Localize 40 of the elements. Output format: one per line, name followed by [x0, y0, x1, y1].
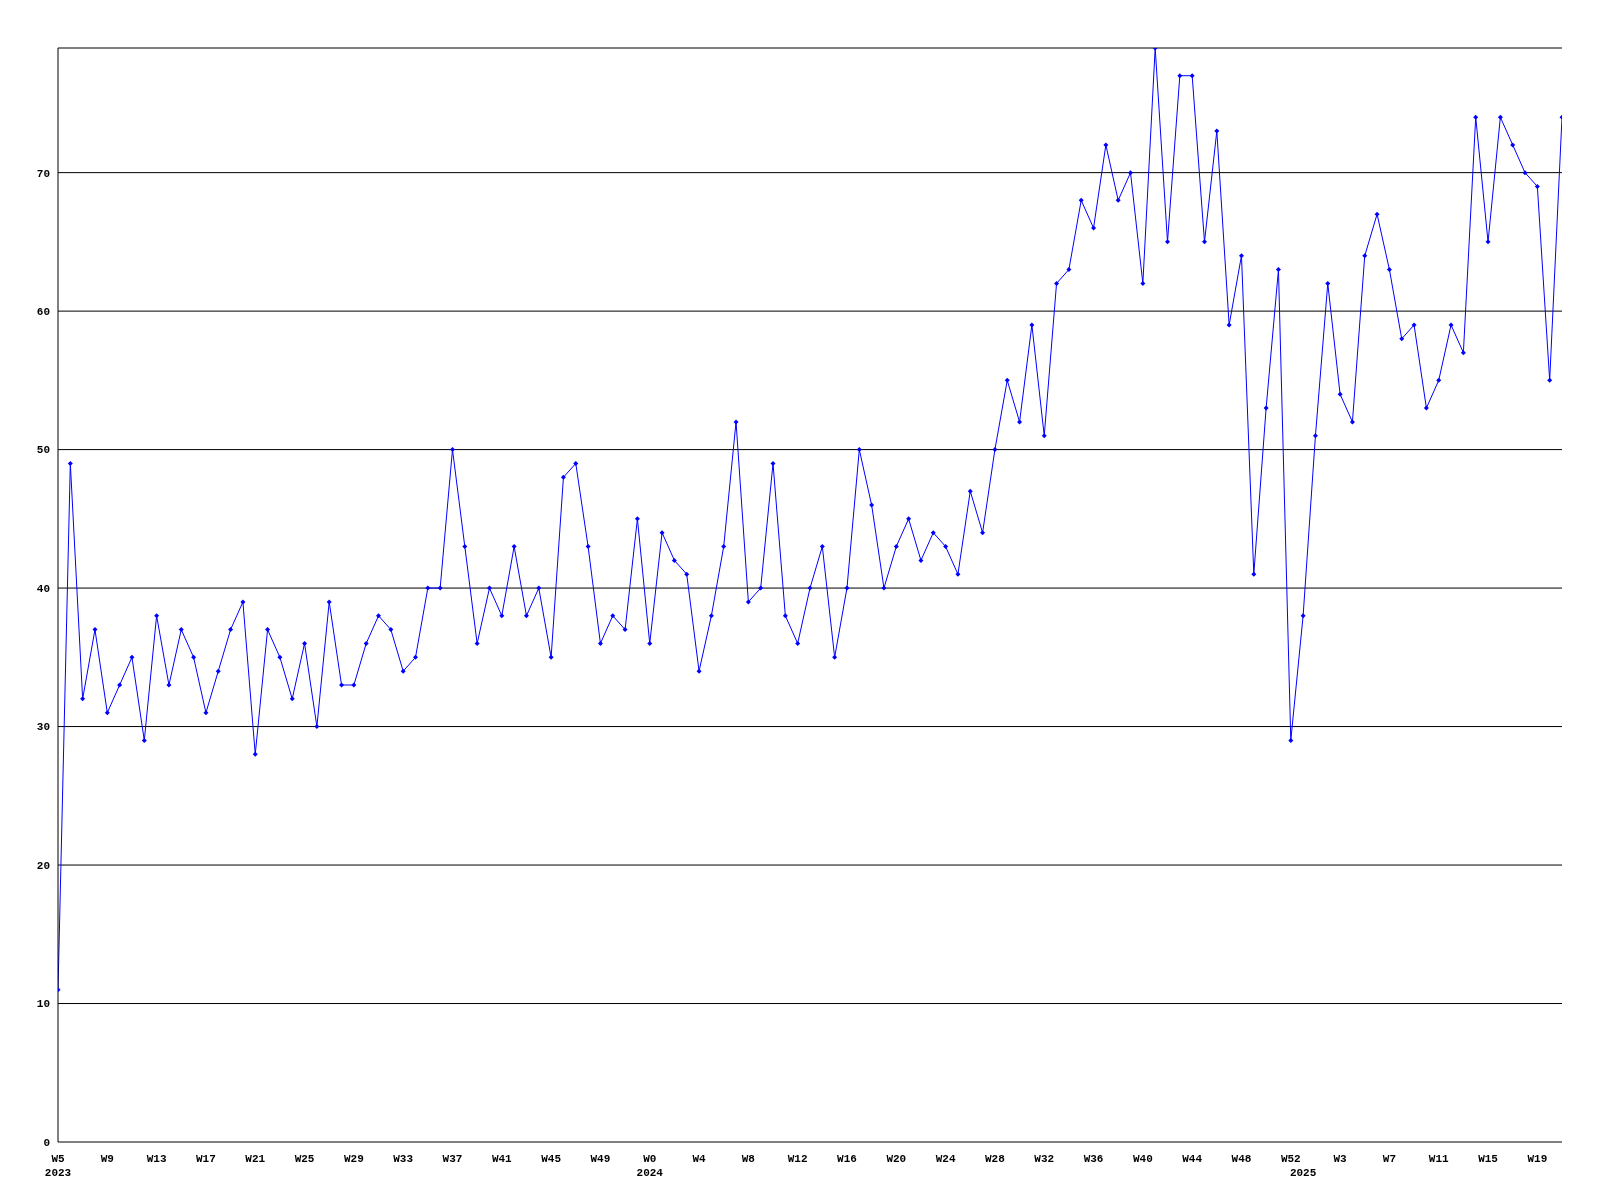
y-tick-label: 10 [36, 998, 50, 1011]
x-tick-label: W9 [100, 1153, 114, 1165]
x-tick-label: W0 2024 [636, 1153, 664, 1179]
x-tick-label: W33 [393, 1153, 414, 1165]
y-tick-label: 50 [36, 444, 50, 457]
x-tick-label: W16 [837, 1153, 857, 1165]
x-tick-label: W40 [1132, 1153, 1153, 1165]
y-tick-label: 30 [36, 721, 50, 734]
x-tick-label: W20 [886, 1153, 907, 1165]
x-tick-label: W36 [1083, 1153, 1104, 1165]
x-tick-label: W29 [343, 1153, 364, 1165]
y-tick-label: 60 [36, 306, 50, 319]
x-tick-label: W45 [541, 1153, 562, 1165]
x-tick-label: W11 [1428, 1153, 1450, 1165]
x-tick-label: W37 [442, 1153, 463, 1165]
x-tick-label: W13 [146, 1153, 167, 1165]
x-tick-label: W21 [245, 1153, 266, 1165]
x-tick-label: W44 [1182, 1153, 1203, 1165]
x-tick-label: W7 [1382, 1153, 1397, 1165]
x-tick-label: W12 [787, 1153, 808, 1165]
x-tick-label: W49 [590, 1153, 611, 1165]
x-tick-label: W5 2023 [44, 1153, 72, 1179]
y-tick-label: 0 [43, 1136, 50, 1149]
x-tick-label: W52 [1280, 1153, 1301, 1165]
x-tick-label: W28 [985, 1153, 1006, 1165]
y-tick-label: 20 [36, 859, 50, 872]
x-tick-label: W48 [1231, 1153, 1252, 1165]
x-tick-label: W19 [1527, 1153, 1548, 1165]
y-tick-label: 70 [36, 167, 50, 180]
x-tick-label: W25 [294, 1153, 315, 1165]
x-tick-label: W8 [741, 1153, 756, 1165]
x-tick-label: W41 [491, 1153, 513, 1165]
y-tick-label: 40 [36, 582, 50, 595]
x-tick-label: W17 [196, 1153, 216, 1165]
x-tick-label: W4 [692, 1153, 707, 1165]
x-tick-label: W15 [1478, 1153, 1499, 1165]
x-tick-label: W24 [935, 1153, 956, 1165]
x-tick-label: W3 [1333, 1153, 1348, 1165]
x-tick-label: 2025 [1289, 1167, 1317, 1179]
x-tick-label: W32 [1034, 1153, 1055, 1165]
